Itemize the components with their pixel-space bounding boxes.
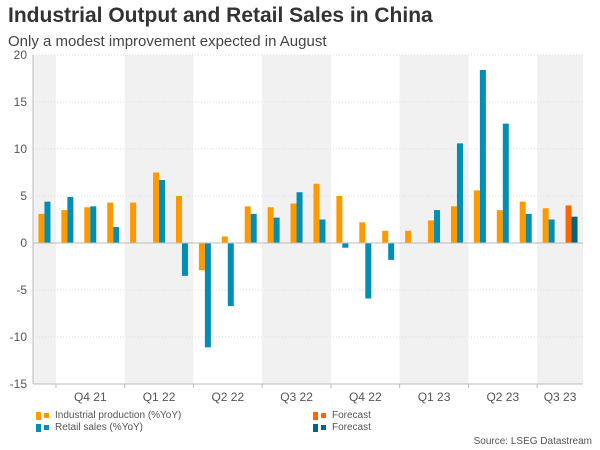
bar-ip — [221, 236, 228, 243]
bar-retail-forecast — [571, 216, 578, 243]
bar-ip — [38, 213, 45, 243]
bar-ip — [61, 210, 68, 243]
bar-ip — [198, 243, 205, 271]
bar-retail — [227, 243, 234, 306]
bar-ip — [313, 183, 320, 243]
bar-retail — [273, 217, 280, 243]
bar-retail — [525, 213, 532, 243]
legend-item-retail-forecast: Forecast — [313, 422, 371, 433]
bar-retail — [67, 196, 74, 243]
y-tick-label: 10 — [14, 142, 28, 156]
bar-ip — [336, 196, 343, 243]
bar-retail — [479, 70, 486, 243]
y-tick-label: -5 — [16, 283, 27, 297]
bar-ip — [107, 202, 114, 243]
legend-label-retail: Retail sales (%YoY) — [55, 422, 144, 433]
bar-ip-forecast — [565, 205, 572, 243]
bar-ip — [267, 207, 274, 243]
x-tick-label: Q1 22 — [143, 390, 176, 404]
bar-ip — [244, 206, 251, 243]
y-tick-label: 0 — [20, 236, 27, 250]
source-note: Source: LSEG Datastream — [473, 436, 592, 447]
bar-retail — [548, 219, 555, 243]
x-tick-label: Q1 23 — [418, 390, 451, 404]
bar-retail — [113, 227, 120, 243]
y-tick-label: 15 — [14, 95, 28, 109]
bar-ip — [130, 202, 137, 243]
x-tick-label: Q2 22 — [211, 390, 244, 404]
legend-label-ip: Industrial production (%YoY) — [55, 410, 182, 421]
chart-subtitle: Only a modest improvement expected in Au… — [8, 33, 327, 50]
legend-item-retail: Retail sales (%YoY) — [36, 422, 143, 433]
bar-ip — [382, 230, 389, 243]
y-tick-label: 5 — [20, 189, 27, 203]
x-tick-label: Q4 22 — [349, 390, 382, 404]
x-tick-label: Q3 22 — [280, 390, 313, 404]
x-tick-label: Q4 21 — [74, 390, 107, 404]
bar-ip — [450, 206, 457, 243]
bar-retail — [342, 243, 349, 248]
legend-item-ip: Industrial production (%YoY) — [36, 410, 181, 421]
bar-retail — [250, 213, 257, 243]
bar-ip — [496, 210, 503, 243]
legend-label-ip-forecast: Forecast — [332, 410, 371, 421]
chart-title: Industrial Output and Retail Sales in Ch… — [8, 4, 433, 27]
bar-retail — [434, 210, 441, 243]
bar-ip — [473, 190, 480, 243]
legend-swatch-ip-small — [44, 413, 49, 418]
legend-label-retail-forecast: Forecast — [332, 422, 371, 433]
bar-retail — [388, 243, 395, 260]
bar-retail — [204, 243, 211, 348]
legend-swatch-ip — [36, 411, 41, 420]
legend-swatch-ip-forecast-small — [321, 413, 326, 418]
x-tick-label: Q2 23 — [486, 390, 519, 404]
bar-ip — [519, 201, 526, 243]
bar-retail — [502, 123, 509, 243]
bar-retail — [456, 143, 463, 243]
legend-swatch-retail-forecast-small — [321, 425, 326, 430]
bar-retail — [181, 243, 188, 276]
bar-ip — [153, 172, 160, 243]
legend-item-ip-forecast: Forecast — [313, 410, 371, 421]
bar-retail — [319, 219, 326, 243]
bar-retail — [365, 243, 372, 299]
legend-swatch-ip-forecast — [313, 411, 318, 420]
y-tick-label: -15 — [10, 377, 28, 391]
bar-ip — [175, 196, 182, 243]
bar-retail — [44, 201, 51, 243]
bar-ip — [428, 220, 435, 243]
bar-retail — [296, 192, 303, 243]
bar-retail — [159, 180, 166, 243]
bar-ip — [84, 207, 91, 243]
y-tick-label: -10 — [10, 330, 28, 344]
legend-swatch-retail-small — [44, 425, 49, 430]
bar-ip — [542, 208, 549, 243]
x-tick-label: Q3 23 — [544, 390, 577, 404]
legend-swatch-retail-forecast — [313, 423, 318, 432]
bar-ip — [290, 203, 297, 243]
legend-swatch-retail — [36, 423, 41, 432]
bar-retail — [90, 206, 97, 243]
y-tick-label: 20 — [14, 48, 28, 62]
bar-ip — [405, 230, 412, 243]
bar-ip — [359, 222, 366, 243]
